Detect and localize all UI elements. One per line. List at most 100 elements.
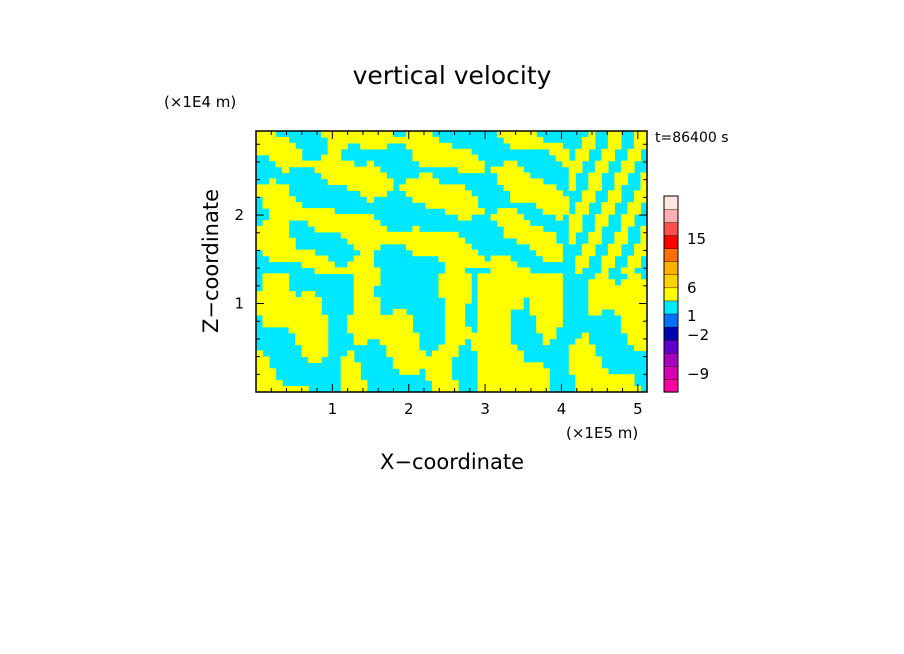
field-cell bbox=[308, 297, 316, 304]
field-cell bbox=[405, 131, 413, 138]
field-cell bbox=[405, 178, 413, 185]
field-cell bbox=[588, 190, 596, 197]
field-cell bbox=[484, 350, 492, 358]
field-cell bbox=[627, 291, 635, 298]
field-cell bbox=[444, 314, 453, 322]
field-cell bbox=[484, 320, 492, 328]
field-cell bbox=[477, 297, 485, 304]
field-cell bbox=[282, 249, 290, 257]
field-cell bbox=[464, 196, 472, 203]
field-cell bbox=[334, 172, 342, 180]
field-cell bbox=[295, 326, 303, 334]
field-cell bbox=[444, 332, 453, 340]
field-cell bbox=[458, 214, 466, 221]
field-cell bbox=[523, 131, 531, 138]
field-cell bbox=[620, 279, 629, 286]
field-cell bbox=[490, 285, 498, 292]
field-cell bbox=[581, 356, 589, 363]
field-cell bbox=[282, 208, 290, 215]
field-cell bbox=[451, 261, 459, 269]
field-cell bbox=[594, 231, 602, 239]
field-cell bbox=[516, 214, 524, 221]
field-cell bbox=[425, 237, 433, 245]
field-cell bbox=[536, 225, 544, 233]
field-cell bbox=[438, 202, 446, 209]
field-cell bbox=[484, 368, 492, 375]
field-cell bbox=[360, 190, 368, 197]
field-cell bbox=[490, 380, 498, 387]
field-cell bbox=[542, 249, 550, 257]
colorbar-level bbox=[663, 339, 679, 354]
field-cell bbox=[392, 320, 400, 328]
field-cell bbox=[640, 249, 647, 257]
field-cell bbox=[633, 208, 642, 215]
field-cell bbox=[549, 332, 557, 340]
field-cell bbox=[262, 148, 270, 156]
field-cell bbox=[510, 178, 518, 185]
field-cell bbox=[536, 368, 544, 375]
field-cell bbox=[640, 338, 647, 346]
field-cell bbox=[568, 237, 576, 245]
field-cell bbox=[549, 142, 557, 150]
field-cell bbox=[373, 172, 381, 180]
field-cell bbox=[633, 344, 642, 352]
field-cell bbox=[640, 326, 647, 334]
field-cell bbox=[549, 184, 557, 191]
field-cell bbox=[262, 225, 270, 233]
field-cell bbox=[373, 303, 381, 310]
field-cell bbox=[256, 386, 264, 392]
field-cell bbox=[340, 219, 348, 227]
field-cell bbox=[405, 190, 413, 197]
field-cell bbox=[438, 374, 446, 381]
field-cell bbox=[373, 267, 381, 274]
field-cell bbox=[399, 308, 407, 316]
field-cell bbox=[340, 356, 348, 363]
field-cell bbox=[510, 374, 518, 381]
field-cell bbox=[458, 273, 466, 280]
field-cell bbox=[334, 136, 342, 144]
field-cell bbox=[269, 214, 277, 221]
field-cell bbox=[601, 380, 609, 387]
field-cell bbox=[464, 279, 472, 286]
field-cell bbox=[555, 255, 563, 263]
field-cell bbox=[321, 314, 329, 322]
field-cell bbox=[373, 279, 381, 286]
field-cell bbox=[301, 255, 309, 263]
field-cell bbox=[640, 303, 647, 310]
field-cell bbox=[366, 308, 374, 316]
field-cell bbox=[510, 285, 518, 292]
field-cell bbox=[405, 320, 413, 328]
field-cell bbox=[575, 261, 583, 269]
field-cell bbox=[575, 350, 583, 358]
field-cell bbox=[282, 136, 290, 144]
field-cell bbox=[510, 368, 518, 375]
chart-title: vertical velocity bbox=[353, 61, 552, 90]
field-cell bbox=[399, 368, 407, 375]
field-cell bbox=[451, 350, 459, 358]
field-cell bbox=[412, 356, 420, 363]
field-cell bbox=[477, 350, 485, 358]
field-cell bbox=[568, 231, 576, 239]
field-cell bbox=[334, 214, 342, 221]
field-cell bbox=[542, 314, 550, 322]
field-cell bbox=[340, 380, 348, 387]
field-cell bbox=[379, 190, 387, 197]
field-cell bbox=[295, 303, 303, 310]
field-cell bbox=[542, 196, 550, 203]
field-cell bbox=[360, 261, 368, 269]
field-cell bbox=[366, 332, 374, 340]
field-cell bbox=[288, 160, 296, 168]
field-cell bbox=[529, 285, 537, 292]
field-cell bbox=[529, 237, 537, 245]
field-cell bbox=[353, 225, 361, 233]
field-cell bbox=[516, 131, 524, 138]
field-cell bbox=[366, 190, 374, 197]
field-cell bbox=[555, 297, 563, 304]
field-cell bbox=[282, 386, 290, 392]
field-cell bbox=[275, 237, 283, 245]
field-cell bbox=[360, 332, 368, 340]
field-cell bbox=[627, 219, 635, 227]
field-cell bbox=[269, 154, 277, 162]
field-cell bbox=[308, 261, 316, 269]
field-cell bbox=[353, 291, 361, 298]
